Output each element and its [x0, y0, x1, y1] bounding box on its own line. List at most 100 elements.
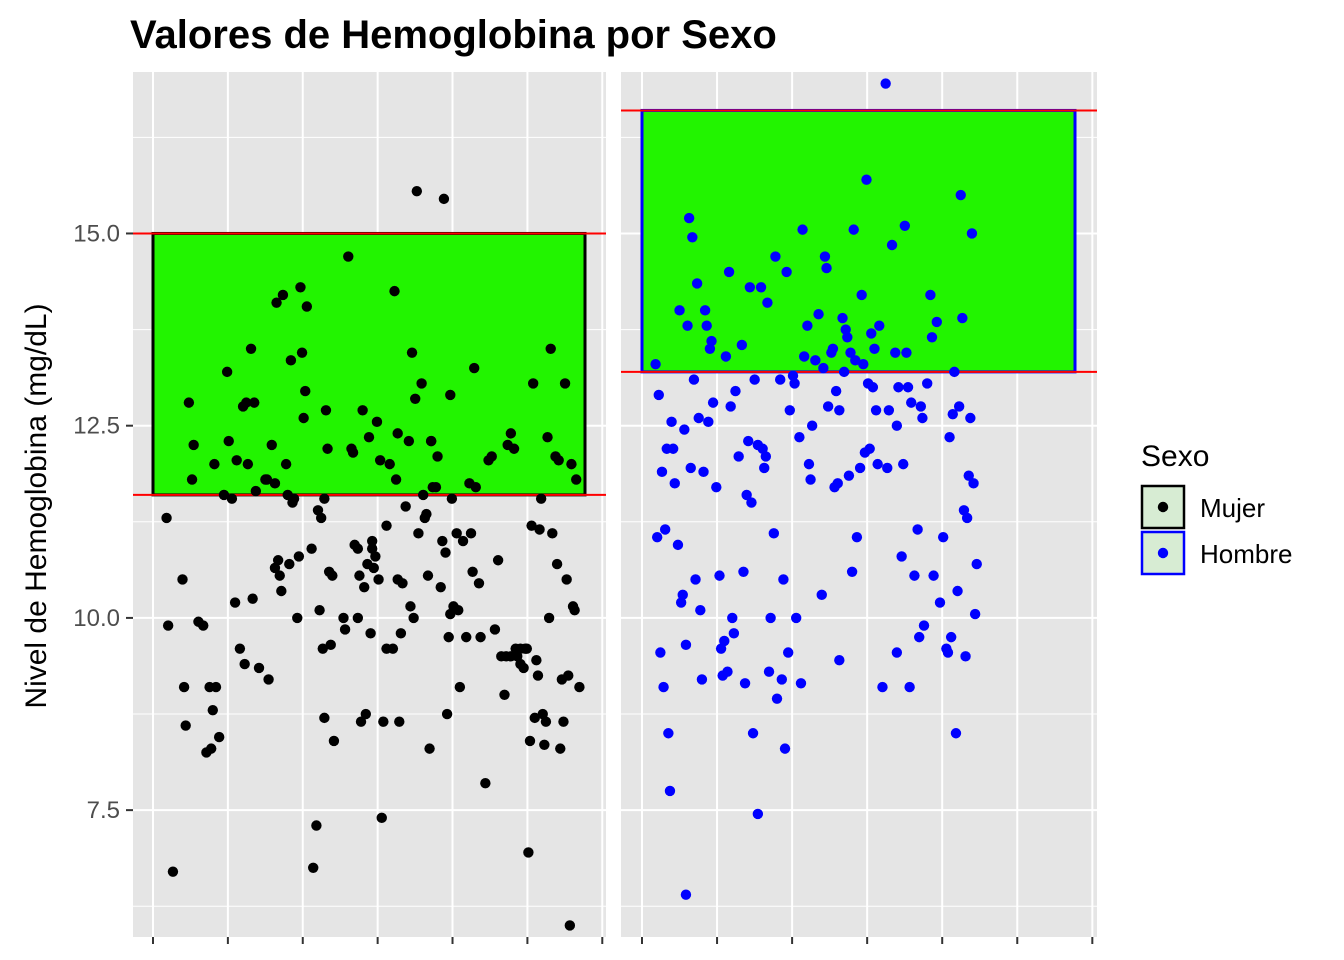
data-point [845, 347, 856, 358]
data-point [453, 605, 464, 616]
data-point [949, 366, 960, 378]
data-point [417, 489, 429, 501]
data-point [730, 385, 741, 397]
data-point [789, 378, 800, 389]
data-point [795, 678, 807, 689]
data-point [451, 528, 462, 539]
data-point [317, 643, 328, 654]
data-point [909, 570, 920, 581]
data-point [810, 355, 821, 366]
data-point [338, 612, 349, 624]
data-point [760, 451, 772, 462]
data-point [806, 420, 818, 431]
data-point [680, 889, 692, 900]
data-point [359, 581, 370, 593]
data-point [771, 693, 783, 704]
data-point [205, 743, 217, 754]
data-point [300, 385, 311, 397]
y-tick-label: 12.5 [73, 413, 120, 440]
data-point [311, 820, 322, 831]
data-point [693, 412, 704, 424]
data-point [674, 305, 685, 316]
data-point [403, 435, 415, 447]
data-point [571, 474, 582, 485]
data-point [864, 443, 875, 454]
data-point [374, 455, 386, 466]
data-point [274, 570, 285, 581]
data-point [532, 670, 544, 681]
data-point [816, 589, 827, 601]
data-point [942, 647, 954, 658]
data-point [723, 266, 735, 278]
data-point [505, 651, 517, 662]
data-point [776, 674, 788, 685]
data-point [408, 612, 419, 624]
data-point [186, 474, 198, 485]
data-point [360, 708, 372, 720]
data-point [666, 416, 677, 428]
data-point [937, 531, 949, 543]
data-point [529, 712, 540, 724]
data-point [872, 458, 883, 470]
data-point [880, 78, 891, 89]
data-point [925, 289, 936, 301]
data-point [663, 728, 674, 739]
data-point [739, 678, 751, 689]
data-point [736, 339, 748, 351]
data-point [308, 862, 319, 873]
data-point [470, 482, 481, 493]
legend-key [1140, 530, 1186, 576]
data-point [719, 635, 730, 647]
data-point [465, 528, 477, 539]
data-point [707, 397, 719, 408]
data-point [886, 239, 898, 251]
data-point [763, 666, 775, 677]
data-point [955, 189, 966, 201]
data-point [725, 401, 736, 412]
y-tick-label: 15.0 [73, 220, 120, 247]
data-point [534, 524, 545, 535]
data-point [551, 558, 563, 570]
data-point [347, 447, 359, 458]
data-point [770, 251, 781, 262]
data-point [411, 185, 423, 197]
data-point [355, 716, 367, 727]
data-point [741, 489, 752, 501]
data-point [319, 712, 330, 724]
data-point [531, 655, 542, 666]
data-point [518, 662, 529, 674]
data-point [755, 282, 767, 293]
data-point [343, 251, 354, 262]
data-point [547, 528, 558, 539]
data-point [446, 493, 458, 504]
data-point [834, 405, 845, 416]
data-point [695, 605, 706, 616]
data-point [381, 643, 392, 654]
data-point [698, 466, 709, 478]
data-point [524, 735, 536, 747]
data-point [539, 739, 550, 750]
data-point [971, 558, 982, 570]
legend-key-point [1157, 547, 1169, 559]
legend-item-mujer: Mujer [1140, 484, 1265, 530]
data-point [413, 528, 424, 539]
panel-hombre [621, 72, 1097, 937]
data-point [922, 378, 933, 389]
data-point [545, 343, 556, 354]
data-point [746, 497, 757, 508]
data-point [926, 332, 938, 343]
data-point [473, 578, 485, 589]
data-point [749, 374, 760, 385]
data-point [851, 531, 863, 543]
data-point [245, 343, 257, 354]
data-point [162, 620, 174, 631]
data-point [480, 778, 491, 789]
data-point [701, 320, 712, 331]
data-point [298, 412, 309, 424]
data-point [370, 551, 381, 562]
panel-background [133, 72, 606, 937]
data-point [952, 585, 963, 597]
data-point [178, 681, 190, 693]
data-point [424, 743, 435, 754]
data-point [288, 493, 300, 504]
